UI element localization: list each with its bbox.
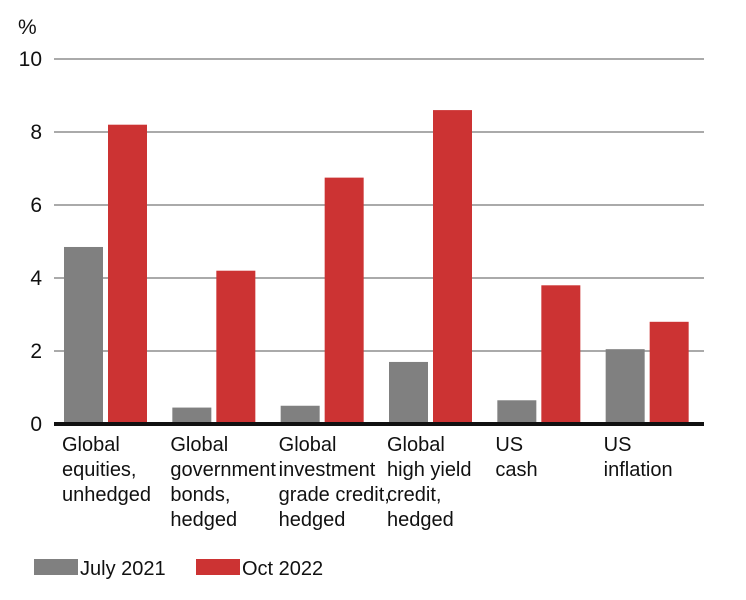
bar-oct-2022 <box>108 124 147 424</box>
category-label-line: high yield <box>387 459 472 481</box>
category-label: Global high yield credit, hedged <box>387 434 472 531</box>
bar-july-2021 <box>389 361 428 424</box>
category-label-line: equities, <box>62 459 137 481</box>
bar-july-2021 <box>497 400 537 424</box>
bar-oct-2022 <box>216 270 256 424</box>
category-label-line: grade credit, <box>279 484 390 506</box>
y-tick-label: 4 <box>30 267 42 290</box>
bar-oct-2022 <box>541 285 581 424</box>
legend-label: July 2021 <box>80 558 166 580</box>
y-tick-label: 10 <box>19 48 42 71</box>
bar-july-2021 <box>64 246 103 424</box>
category-label-line: Global <box>387 434 445 456</box>
gridlines <box>54 58 704 352</box>
y-tick-label: 0 <box>30 413 42 436</box>
category-label-line: Global <box>279 434 337 456</box>
legend-swatch <box>196 559 240 575</box>
bar-oct-2022 <box>324 177 364 424</box>
category-label: US cash <box>495 434 537 481</box>
y-axis-unit-label: % <box>18 16 37 39</box>
category-label: US inflation <box>604 434 673 481</box>
bar-july-2021 <box>605 349 645 424</box>
bars <box>64 110 689 424</box>
bar-oct-2022 <box>649 321 689 424</box>
category-label-line: investment <box>279 459 376 481</box>
category-label-line: hedged <box>170 509 237 531</box>
category-label-line: hedged <box>387 509 454 531</box>
category-label-line: inflation <box>604 459 673 481</box>
category-label-line: Global <box>62 434 120 456</box>
category-label-line: US <box>604 434 632 456</box>
category-label-line: cash <box>495 459 537 481</box>
legend: July 2021 Oct 2022 <box>34 558 323 580</box>
category-label-line: US <box>495 434 523 456</box>
y-axis-ticks: 0 2 4 6 8 10 <box>19 48 43 436</box>
category-label: Global investment grade credit, hedged <box>279 434 390 531</box>
category-label-line: unhedged <box>62 484 151 506</box>
bar-july-2021 <box>172 407 212 424</box>
category-label-line: government <box>170 459 276 481</box>
category-label-line: bonds, <box>170 484 230 506</box>
legend-label: Oct 2022 <box>242 558 323 580</box>
y-tick-label: 8 <box>30 121 42 144</box>
bar-july-2021 <box>280 405 320 424</box>
category-label: Global government bonds, hedged <box>170 434 276 531</box>
y-tick-label: 6 <box>30 194 42 217</box>
y-tick-label: 2 <box>30 340 42 363</box>
legend-swatch <box>34 559 78 575</box>
category-label-line: Global <box>170 434 228 456</box>
category-label: Global equities, unhedged <box>62 434 151 506</box>
category-label-line: hedged <box>279 509 346 531</box>
category-label-line: credit, <box>387 484 441 506</box>
bar-oct-2022 <box>433 110 472 424</box>
